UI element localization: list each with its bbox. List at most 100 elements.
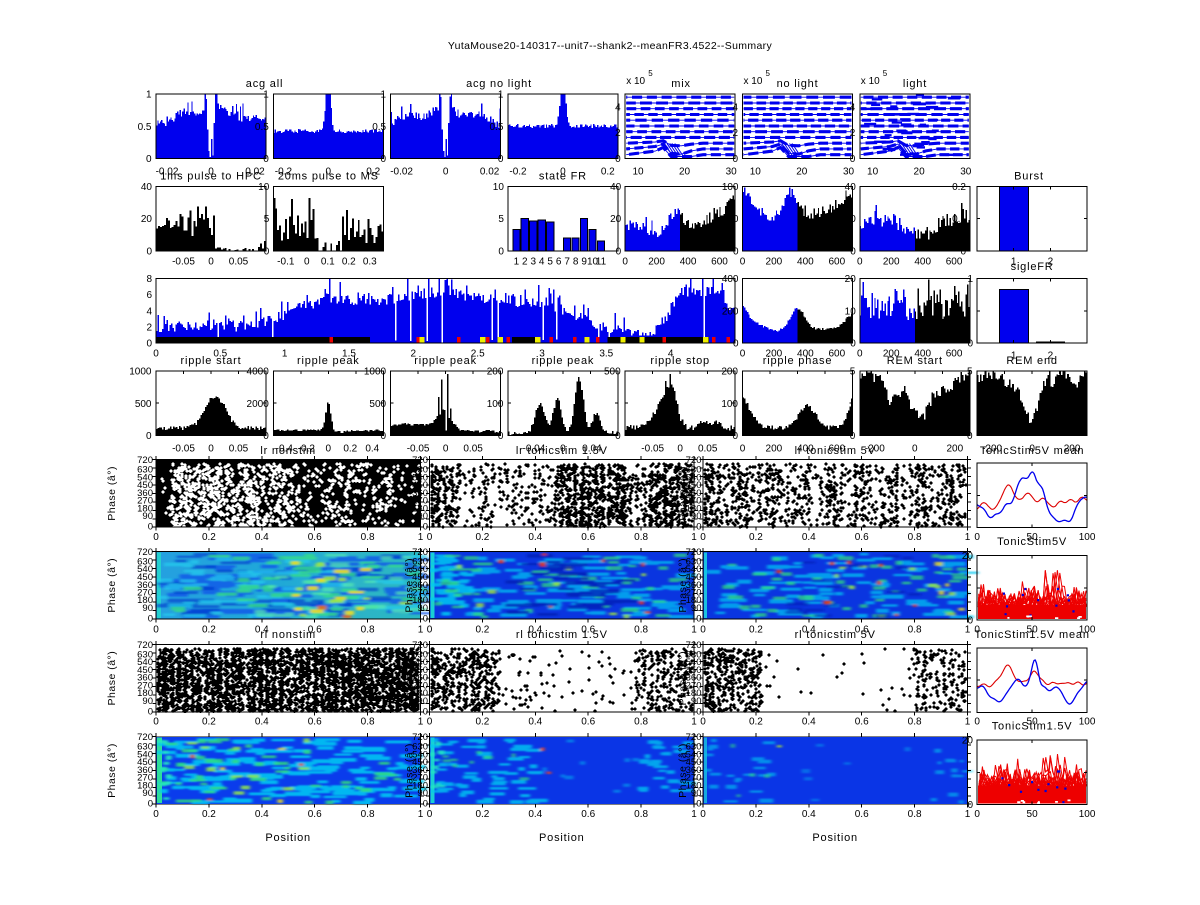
svg-text:0: 0 [696, 522, 701, 533]
svg-text:ripple peak: ripple peak [532, 355, 595, 367]
svg-text:0.2: 0.2 [601, 166, 615, 177]
svg-text:200: 200 [648, 256, 665, 267]
svg-text:600: 600 [946, 349, 963, 360]
svg-text:2: 2 [411, 349, 417, 360]
svg-text:180: 180 [137, 781, 153, 792]
svg-text:100: 100 [722, 182, 739, 193]
svg-text:0.2: 0.2 [749, 717, 763, 728]
svg-text:0.8: 0.8 [361, 809, 375, 820]
svg-text:4: 4 [668, 349, 674, 360]
svg-text:5: 5 [498, 214, 504, 225]
svg-text:0.2: 0.2 [749, 624, 763, 635]
svg-text:0: 0 [850, 154, 856, 165]
svg-text:Phase (â°): Phase (â°) [106, 651, 118, 706]
svg-text:0: 0 [443, 444, 449, 455]
svg-text:Position: Position [812, 832, 858, 844]
svg-text:540: 540 [686, 564, 702, 575]
svg-text:0: 0 [974, 809, 980, 820]
svg-text:5: 5 [648, 69, 653, 78]
svg-text:100: 100 [721, 399, 738, 410]
svg-text:0.8: 0.8 [361, 624, 375, 635]
svg-text:-0.05: -0.05 [172, 256, 195, 267]
svg-text:20: 20 [610, 214, 622, 225]
svg-text:0: 0 [326, 444, 332, 455]
svg-text:1ms pulse to HPC: 1ms pulse to HPC [160, 171, 261, 183]
svg-text:50: 50 [727, 214, 739, 225]
svg-text:720: 720 [412, 640, 428, 651]
svg-text:180: 180 [686, 595, 702, 606]
svg-text:0.05: 0.05 [229, 256, 249, 267]
svg-text:0.2: 0.2 [749, 532, 763, 543]
svg-text:0: 0 [960, 246, 966, 257]
svg-text:360: 360 [137, 673, 153, 684]
svg-text:20: 20 [914, 166, 926, 177]
svg-text:0: 0 [326, 166, 332, 177]
svg-text:200: 200 [1064, 444, 1081, 455]
svg-text:180: 180 [412, 688, 428, 699]
svg-text:0: 0 [443, 166, 449, 177]
svg-text:10: 10 [845, 306, 857, 317]
svg-text:0.2: 0.2 [475, 532, 489, 543]
svg-text:600: 600 [828, 349, 845, 360]
svg-text:400: 400 [914, 256, 931, 267]
svg-text:0: 0 [850, 339, 856, 350]
svg-text:Phase (â°): Phase (â°) [404, 558, 416, 613]
svg-text:270: 270 [137, 773, 153, 784]
svg-text:0: 0 [146, 246, 152, 257]
svg-text:0.5: 0.5 [213, 349, 227, 360]
svg-text:720: 720 [412, 547, 428, 558]
svg-text:270: 270 [412, 680, 428, 691]
svg-text:500: 500 [135, 399, 152, 410]
svg-text:90: 90 [417, 788, 428, 799]
svg-text:630: 630 [137, 742, 153, 753]
svg-text:-200: -200 [982, 444, 1002, 455]
svg-text:50: 50 [1027, 532, 1039, 543]
svg-text:180: 180 [137, 595, 153, 606]
svg-text:10: 10 [750, 166, 762, 177]
svg-text:-0.2: -0.2 [298, 444, 316, 455]
svg-text:0.6: 0.6 [581, 809, 595, 820]
svg-text:400: 400 [797, 444, 814, 455]
svg-text:450: 450 [137, 572, 153, 583]
svg-text:630: 630 [686, 465, 702, 476]
svg-text:0.4: 0.4 [255, 624, 269, 635]
svg-text:0: 0 [263, 431, 269, 442]
svg-text:90: 90 [142, 511, 153, 522]
svg-text:360: 360 [686, 673, 702, 684]
svg-text:0: 0 [967, 431, 973, 442]
svg-text:-0.2: -0.2 [275, 166, 293, 177]
svg-text:720: 720 [686, 640, 702, 651]
svg-text:lr tonicstim 1.5V: lr tonicstim 1.5V [516, 445, 608, 457]
svg-text:450: 450 [686, 665, 702, 676]
svg-text:0: 0 [700, 809, 706, 820]
svg-text:0: 0 [153, 809, 159, 820]
svg-text:Phase (â°): Phase (â°) [677, 651, 689, 706]
svg-text:1: 1 [418, 624, 424, 635]
svg-text:200: 200 [766, 256, 783, 267]
svg-text:1: 1 [381, 90, 387, 101]
svg-text:0.05: 0.05 [698, 444, 718, 455]
svg-text:0.4: 0.4 [802, 717, 816, 728]
svg-text:0: 0 [700, 624, 706, 635]
svg-text:360: 360 [412, 488, 428, 499]
svg-text:1: 1 [691, 809, 697, 820]
svg-text:450: 450 [137, 665, 153, 676]
svg-text:2: 2 [146, 323, 152, 334]
svg-text:540: 540 [412, 564, 428, 575]
svg-text:720: 720 [137, 732, 153, 743]
svg-text:2: 2 [850, 128, 856, 139]
svg-text:0.2: 0.2 [202, 717, 216, 728]
svg-text:3: 3 [531, 256, 537, 267]
svg-text:0.6: 0.6 [308, 532, 322, 543]
svg-text:TonicStim5V mean: TonicStim5V mean [980, 445, 1085, 457]
svg-text:0.2: 0.2 [202, 532, 216, 543]
svg-text:lr tonicstim 5V: lr tonicstim 5V [795, 445, 876, 457]
svg-text:0.8: 0.8 [634, 624, 648, 635]
svg-text:0.6: 0.6 [855, 717, 869, 728]
svg-text:630: 630 [137, 649, 153, 660]
svg-text:450: 450 [686, 572, 702, 583]
svg-text:450: 450 [412, 572, 428, 583]
svg-text:0: 0 [615, 154, 621, 165]
svg-text:acg all: acg all [246, 78, 283, 90]
svg-text:50: 50 [1027, 624, 1039, 635]
